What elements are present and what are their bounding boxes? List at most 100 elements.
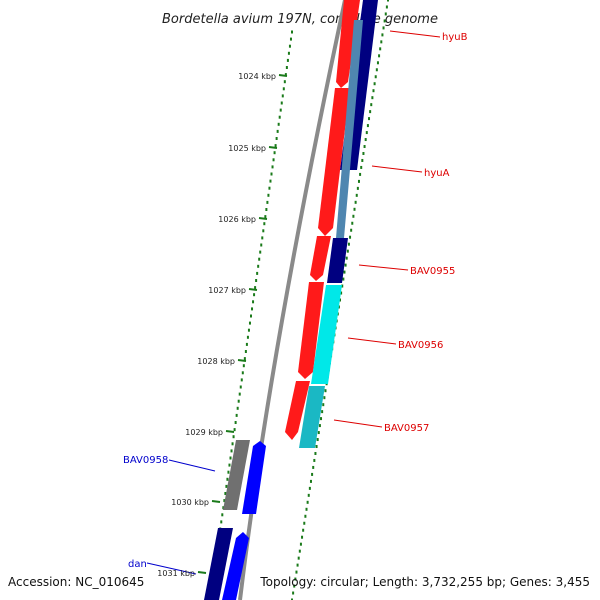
tick-mark: [385, 5, 388, 9]
gene-label-BAV0955[interactable]: BAV0955: [410, 266, 455, 277]
tick-mark: [288, 44, 291, 48]
tick-mark: [221, 513, 224, 517]
gene-label-hyuB[interactable]: hyuB: [442, 32, 468, 43]
position-label-kbp-1031: 1031 kbp: [157, 569, 195, 578]
gene-steel-track[interactable]: [336, 20, 363, 238]
tick-mark: [253, 293, 256, 297]
tick-mark: [360, 165, 363, 169]
tick-mark: [257, 264, 260, 268]
tick-mark: [299, 542, 302, 546]
tick-mark: [220, 520, 223, 524]
position-label-layer: 1024 kbp 1025 kbp 1026 kbp 1027 kbp 1028 kbp…: [157, 72, 288, 578]
tick-mark: [341, 284, 344, 288]
tick-mark: [224, 492, 227, 495]
tick-mark: [345, 256, 348, 260]
gene-BAV0956-segment[interactable]: [298, 282, 324, 379]
tick-mark: [286, 58, 289, 62]
tick-mark: [223, 499, 226, 503]
tick-mark: [246, 335, 249, 339]
topology-text: Topology: circular; Length: 3,732,255 bp…: [259, 575, 590, 589]
genome-backbone: [238, 0, 347, 600]
position-tick: [258, 217, 268, 220]
tick-mark: [318, 424, 321, 428]
tick-mark: [308, 486, 311, 490]
tick-mark: [368, 117, 371, 121]
gene-BAV0955-segment[interactable]: [310, 236, 331, 281]
gene-label-hyuA[interactable]: hyuA: [424, 168, 450, 179]
tick-mark: [222, 506, 225, 510]
position-tick: [248, 288, 258, 291]
tick-mark: [303, 521, 306, 525]
tick-mark: [374, 75, 377, 79]
tick-mark: [370, 103, 373, 107]
position-tick: [278, 74, 288, 77]
tick-mark: [277, 122, 280, 126]
tick-mark: [295, 570, 298, 574]
gene-cyan-track[interactable]: [311, 285, 342, 384]
leader-line-BAV0955: [358, 264, 409, 271]
accession-text: Accession: NC_010645: [8, 575, 144, 589]
tick-mark: [272, 158, 275, 162]
gene-BAV0958-blue[interactable]: [242, 441, 266, 514]
tick-mark: [283, 80, 286, 84]
position-label-kbp-1028: 1028 kbp: [197, 357, 235, 366]
tick-mark: [379, 47, 382, 51]
tick-mark: [340, 291, 343, 295]
gene-teal-track[interactable]: [299, 386, 325, 448]
tick-mark: [383, 19, 386, 23]
position-label-kbp-1030: 1030 kbp: [171, 498, 209, 507]
tick-mark: [264, 215, 267, 219]
tick-mark: [266, 200, 269, 204]
tick-mark: [273, 151, 276, 155]
reverse-strand-genes: [204, 440, 266, 600]
gene-dan-blue[interactable]: [222, 532, 249, 600]
tick-mark: [227, 470, 230, 474]
gene-label-BAV0956[interactable]: BAV0956: [398, 340, 443, 351]
tick-mark: [231, 442, 234, 446]
tick-mark: [324, 389, 327, 393]
tick-mark: [343, 270, 346, 274]
tick-mark: [240, 378, 243, 382]
gene-BAV0957-segment[interactable]: [285, 381, 310, 440]
tick-mark: [302, 528, 305, 532]
tick-mark: [297, 556, 300, 560]
tick-mark: [312, 465, 315, 469]
tick-mark: [241, 371, 244, 375]
tick-mark: [307, 493, 310, 497]
gene-hyuA-segment[interactable]: [318, 88, 350, 236]
tick-mark: [243, 357, 246, 361]
gene-label-dan[interactable]: dan: [128, 559, 147, 570]
position-label-kbp-1029: 1029 kbp: [185, 428, 223, 437]
position-label-kbp-1026: 1026 kbp: [218, 215, 256, 224]
tick-mark: [232, 435, 235, 439]
tick-mark: [258, 257, 261, 261]
tick-mark: [373, 82, 376, 86]
tick-mark: [315, 445, 318, 449]
tick-mark: [261, 236, 264, 240]
tick-mark: [298, 549, 301, 553]
tick-mark: [314, 451, 317, 455]
tick-mark: [244, 350, 247, 353]
tick-mark: [353, 207, 356, 211]
gene-navy-track-lower[interactable]: [327, 238, 348, 283]
tick-mark: [242, 364, 245, 368]
leader-line-hyuB: [389, 30, 441, 38]
gene-dan-navy[interactable]: [204, 528, 233, 600]
tick-mark: [357, 179, 360, 183]
gene-BAV0958-grey[interactable]: [223, 440, 250, 510]
gene-label-BAV0957[interactable]: BAV0957: [384, 423, 429, 434]
tick-mark: [291, 30, 293, 34]
forward-strand-genes: [285, 0, 378, 448]
tick-mark: [364, 138, 367, 142]
tick-mark: [339, 298, 341, 302]
tick-mark: [248, 321, 251, 325]
tick-mark: [270, 172, 273, 176]
tick-mark: [361, 158, 364, 162]
tick-mark: [356, 186, 359, 190]
tick-mark: [293, 584, 296, 588]
tick-mark: [256, 271, 259, 275]
tick-mark: [238, 392, 241, 396]
gene-label-BAV0958[interactable]: BAV0958: [123, 455, 168, 466]
tick-mark: [254, 286, 257, 290]
tick-mark: [281, 94, 284, 98]
